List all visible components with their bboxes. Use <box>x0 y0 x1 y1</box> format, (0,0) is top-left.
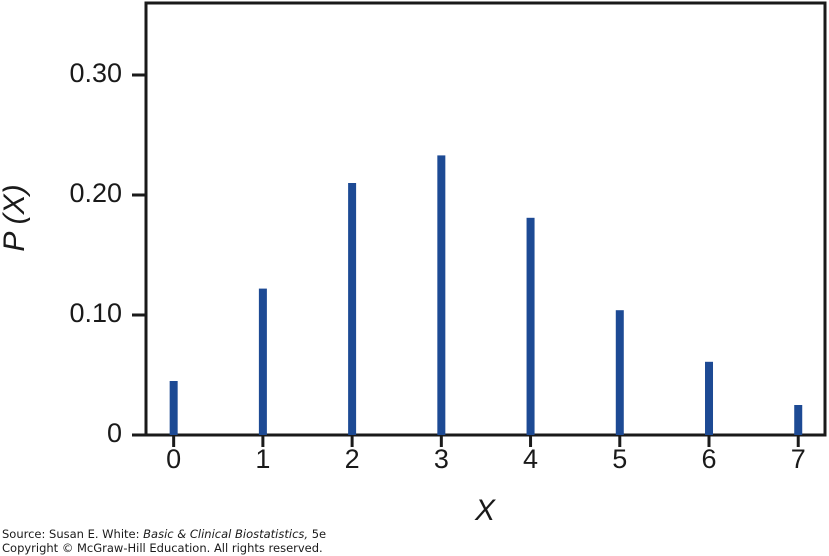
source-prefix: Source: Susan E. White: <box>2 527 143 541</box>
source-note: Source: Susan E. White: Basic & Clinical… <box>2 527 326 541</box>
y-tick-label: 0.30 <box>69 58 122 88</box>
bar <box>526 217 535 435</box>
plot-frame <box>144 1 827 437</box>
x-tick-label: 2 <box>345 444 360 474</box>
bar <box>258 288 267 435</box>
y-tick-label: 0.10 <box>69 298 122 328</box>
copyright: Copyright © McGraw-Hill Education. All r… <box>2 541 323 555</box>
x-tick-label: 6 <box>701 444 716 474</box>
y-axis-label: P (X) <box>0 184 31 251</box>
source-edition: 5e <box>308 527 326 541</box>
x-tick-label: 4 <box>523 444 538 474</box>
x-tick-label: 1 <box>255 444 270 474</box>
x-tick-label: 7 <box>791 444 806 474</box>
bar <box>794 405 803 435</box>
y-tick-label: 0.20 <box>69 178 122 208</box>
bar <box>437 155 446 435</box>
x-tick-label: 5 <box>612 444 627 474</box>
bar <box>169 381 178 435</box>
bar <box>615 310 624 435</box>
bar <box>348 183 357 435</box>
bar <box>705 361 714 435</box>
y-tick-label: 0 <box>107 418 122 448</box>
source-book: Basic & Clinical Biostatistics, <box>143 527 308 541</box>
x-axis-label: X <box>474 494 496 527</box>
x-tick-label: 0 <box>166 444 181 474</box>
x-tick-label: 3 <box>434 444 449 474</box>
